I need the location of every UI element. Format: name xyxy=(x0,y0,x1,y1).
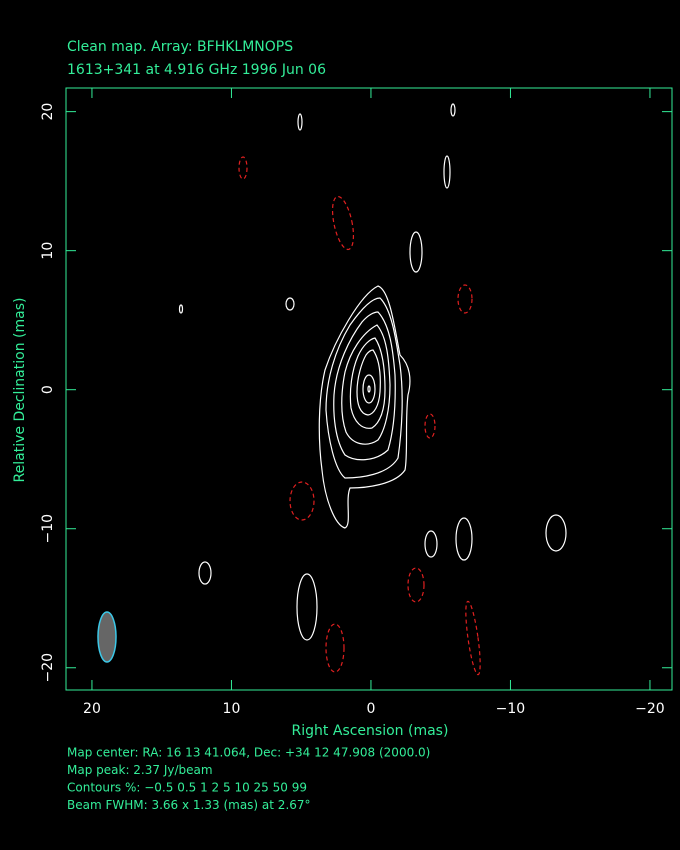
negative-contour xyxy=(331,195,355,251)
negative-contour xyxy=(325,623,345,673)
contour xyxy=(178,304,184,314)
x-axis-label: Right Ascension (mas) xyxy=(292,723,449,739)
contour xyxy=(325,297,403,479)
x-tick-label: 10 xyxy=(223,701,241,717)
contour xyxy=(198,561,212,585)
beam xyxy=(97,611,117,663)
contour xyxy=(545,514,567,552)
map-note: Contours %: −0.5 0.5 1 2 5 10 25 50 99 xyxy=(67,781,307,795)
negative-contour xyxy=(424,413,436,439)
negative-contour xyxy=(238,156,248,180)
chart-title: Clean map. Array: BFHKLMNOPS xyxy=(67,39,293,55)
map-note: Map center: RA: 16 13 41.064, Dec: +34 1… xyxy=(67,746,430,760)
contour xyxy=(341,324,391,445)
x-tick-label: 0 xyxy=(366,701,375,717)
y-tick-label: −20 xyxy=(40,653,56,683)
contour xyxy=(409,231,423,273)
contour xyxy=(455,517,473,561)
y-tick-label: 20 xyxy=(40,103,56,121)
negative-contour xyxy=(407,567,425,603)
negative-contour xyxy=(289,481,315,521)
x-tick-label: −10 xyxy=(496,701,526,717)
contour xyxy=(349,337,386,429)
contour xyxy=(356,349,381,416)
contour xyxy=(333,311,396,461)
contours xyxy=(97,103,567,676)
y-axis-label: Relative Declination (mas) xyxy=(12,298,28,483)
negative-contour xyxy=(465,600,481,676)
map-note: Beam FWHM: 3.66 x 1.33 (mas) at 2.67° xyxy=(67,798,311,812)
contour xyxy=(450,103,456,117)
contour xyxy=(297,113,303,131)
y-tick-label: 10 xyxy=(40,242,56,260)
contour xyxy=(362,374,376,404)
y-tick-label: 0 xyxy=(40,385,56,394)
negative-contour xyxy=(457,284,473,314)
chart-subtitle: 1613+341 at 4.916 GHz 1996 Jun 06 xyxy=(67,62,326,78)
contour xyxy=(367,385,371,393)
x-tick-label: 20 xyxy=(83,701,101,717)
contour xyxy=(296,573,318,641)
map-note: Map peak: 2.37 Jy/beam xyxy=(67,763,213,777)
contour xyxy=(424,530,438,558)
plot-frame xyxy=(65,87,673,691)
x-tick-label: −20 xyxy=(635,701,665,717)
y-tick-label: −10 xyxy=(40,514,56,544)
contour xyxy=(285,297,295,311)
contour xyxy=(443,155,451,189)
contour xyxy=(318,285,411,529)
